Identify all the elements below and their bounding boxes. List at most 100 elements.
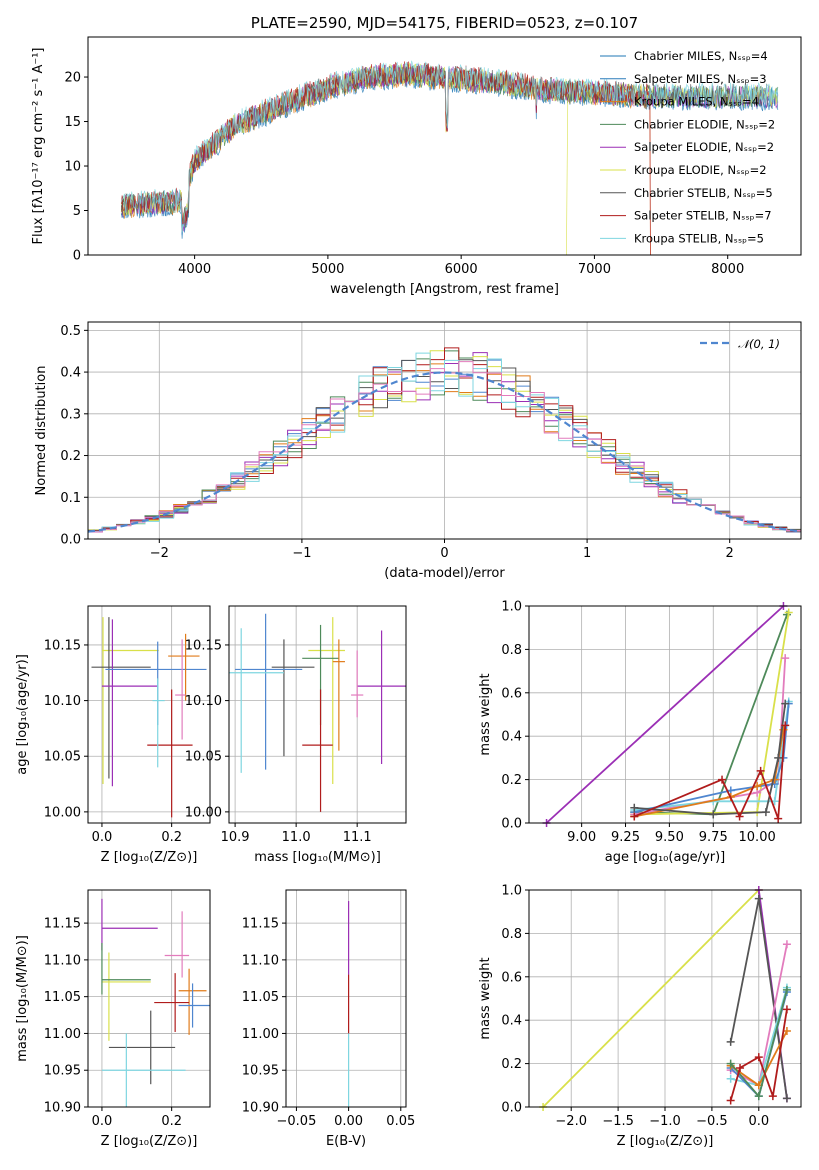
y-axis-label: Flux [fλ10⁻¹⁷ erg cm⁻² s⁻¹ A⁻¹] bbox=[31, 48, 46, 245]
y-axis-label: mass [log₁₀(M/M⊙)] bbox=[15, 935, 30, 1062]
y-tick-label: 0.0 bbox=[60, 533, 81, 548]
y-axis-label: mass weight bbox=[478, 957, 493, 1039]
y-tick-label: 10.10 bbox=[44, 694, 81, 709]
errorbar-point-5 bbox=[175, 639, 186, 740]
axes-spectrum: 4000 5000 6000 7000 8000 0 5 10 15 20 bbox=[64, 71, 744, 277]
y-tick-label: 1.0 bbox=[501, 884, 522, 899]
x-tick-label: 9.00 bbox=[567, 830, 596, 845]
weight-line-7 bbox=[634, 703, 787, 816]
y-tick-label: 0.4 bbox=[501, 1014, 522, 1029]
errorbar-point-8 bbox=[229, 628, 284, 773]
y-axis-label: Normed distribution bbox=[34, 366, 49, 496]
legend: 𝒩(0, 1) bbox=[700, 337, 780, 351]
weight-marker bbox=[781, 721, 790, 730]
y-tick-label: 20 bbox=[64, 71, 81, 86]
legend-entry: Salpeter STELIB, Nₛₛₚ=7 bbox=[634, 209, 772, 223]
weight-marker bbox=[774, 814, 783, 823]
axes-frame-Z-mass bbox=[87, 889, 211, 1108]
x-tick-label: 10.00 bbox=[739, 830, 776, 845]
errorbar-point-0 bbox=[101, 617, 159, 785]
axes-frame-Z-weight bbox=[528, 889, 802, 1108]
legend-entry: Chabrier MILES, Nₛₛₚ=4 bbox=[634, 49, 768, 63]
y-tick-label: 15 bbox=[64, 115, 81, 130]
x-tick-label: 0.00 bbox=[334, 1114, 363, 1129]
weight-marker bbox=[735, 812, 744, 821]
y-tick-label: 10.95 bbox=[242, 1064, 279, 1079]
x-tick-label: 5000 bbox=[311, 262, 344, 277]
weight-marker bbox=[761, 808, 770, 817]
errorbar-point-1 bbox=[91, 617, 151, 779]
weight-marker bbox=[768, 1092, 777, 1101]
y-tick-label: 11.15 bbox=[242, 917, 279, 932]
errorbar-point-1 bbox=[101, 952, 151, 1041]
y-tick-label: 0.6 bbox=[501, 970, 522, 985]
x-axis-label: wavelength [Angstrom, rest frame] bbox=[330, 282, 559, 297]
y-tick-label: 10.95 bbox=[44, 1064, 81, 1079]
x-tick-label: 0.0 bbox=[92, 830, 113, 845]
x-axis-label: Z [log₁₀(Z/Z⊙)] bbox=[101, 850, 198, 865]
x-tick-label: 9.75 bbox=[699, 830, 728, 845]
x-tick-label: −1.5 bbox=[602, 1114, 634, 1129]
axes-Z-age: 0.0 0.2 10.00 10.05 10.10 10.15 bbox=[44, 606, 210, 845]
axes-frame-age-weight bbox=[528, 605, 802, 824]
weight-marker bbox=[774, 753, 783, 762]
weight-marker bbox=[726, 1096, 735, 1105]
y-tick-label: 11.00 bbox=[44, 1027, 81, 1042]
x-axis-label: (data-model)/error bbox=[384, 566, 505, 581]
chart-title: PLATE=2590, MJD=54175, FIBERID=0523, z=0… bbox=[251, 14, 638, 32]
legend-entry: Kroupa MILES, Nₛₛₚ=4 bbox=[634, 95, 759, 109]
x-tick-label: 2 bbox=[726, 546, 734, 561]
weight-marker bbox=[630, 812, 639, 821]
errorbar-point-2 bbox=[101, 942, 151, 995]
x-axis-label: age [log₁₀(age/yr)] bbox=[605, 850, 726, 865]
weight-marker bbox=[781, 654, 790, 663]
y-tick-label: 10.05 bbox=[185, 750, 222, 765]
x-tick-label: −0.05 bbox=[277, 1114, 317, 1129]
weight-line-8 bbox=[633, 725, 787, 820]
x-tick-label: −1 bbox=[292, 546, 311, 561]
x-tick-label: 7000 bbox=[578, 262, 611, 277]
weight-marker bbox=[781, 699, 790, 708]
axes-frame-Z-age bbox=[87, 605, 211, 824]
x-tick-label: 0.2 bbox=[161, 1114, 182, 1129]
errorbar-point-6 bbox=[147, 689, 193, 818]
x-tick-label: 0 bbox=[440, 546, 448, 561]
x-tick-label: 0.0 bbox=[748, 1114, 769, 1129]
weight-marker bbox=[630, 803, 639, 812]
y-tick-label: 0.6 bbox=[501, 686, 522, 701]
weight-marker bbox=[782, 1005, 791, 1014]
x-tick-label: −2 bbox=[150, 546, 169, 561]
y-tick-label: 0.1 bbox=[60, 491, 81, 506]
y-tick-label: 0.2 bbox=[501, 773, 522, 788]
errorbar-point-2 bbox=[101, 619, 158, 787]
errorbar-point-7 bbox=[152, 678, 165, 768]
y-tick-label: 11.05 bbox=[44, 990, 81, 1005]
y-tick-label: 10.90 bbox=[242, 1101, 279, 1116]
histogram-step-8 bbox=[88, 361, 801, 533]
axes-frame-EBV-mass bbox=[285, 889, 407, 1108]
y-axis-label: age [log₁₀(age/yr)] bbox=[15, 654, 30, 775]
weight-marker bbox=[782, 985, 791, 994]
weight-line-0 bbox=[542, 889, 760, 1108]
weight-marker bbox=[779, 725, 788, 734]
spectrum-line-8 bbox=[120, 60, 779, 233]
y-tick-label: 0.8 bbox=[501, 927, 522, 942]
y-tick-label: 10.00 bbox=[185, 805, 222, 820]
errorbar-point-4 bbox=[101, 1033, 186, 1107]
axes-Z-weight: −2.0 −1.5 −1.0 −0.5 0.0 0.0 0.2 0.4 0.6 0.8 1.0 bbox=[501, 884, 801, 1129]
errorbar-point-3 bbox=[105, 641, 207, 726]
x-tick-label: 0.2 bbox=[161, 830, 182, 845]
weight-marker bbox=[718, 775, 727, 784]
y-axis-label: mass weight bbox=[478, 673, 493, 755]
weight-marker bbox=[784, 608, 793, 617]
errorbar-point-7 bbox=[154, 973, 190, 1032]
y-tick-label: 0.2 bbox=[501, 1057, 522, 1072]
x-tick-label: 11.1 bbox=[343, 830, 372, 845]
y-tick-label: 0.4 bbox=[501, 730, 522, 745]
x-tick-label: 0.05 bbox=[386, 1114, 415, 1129]
y-tick-label: 10.00 bbox=[44, 805, 81, 820]
y-tick-label: 0.5 bbox=[60, 324, 81, 339]
legend-entry: Kroupa ELODIE, Nₛₛₚ=2 bbox=[634, 163, 767, 177]
x-axis-label: E(B-V) bbox=[326, 1134, 366, 1149]
